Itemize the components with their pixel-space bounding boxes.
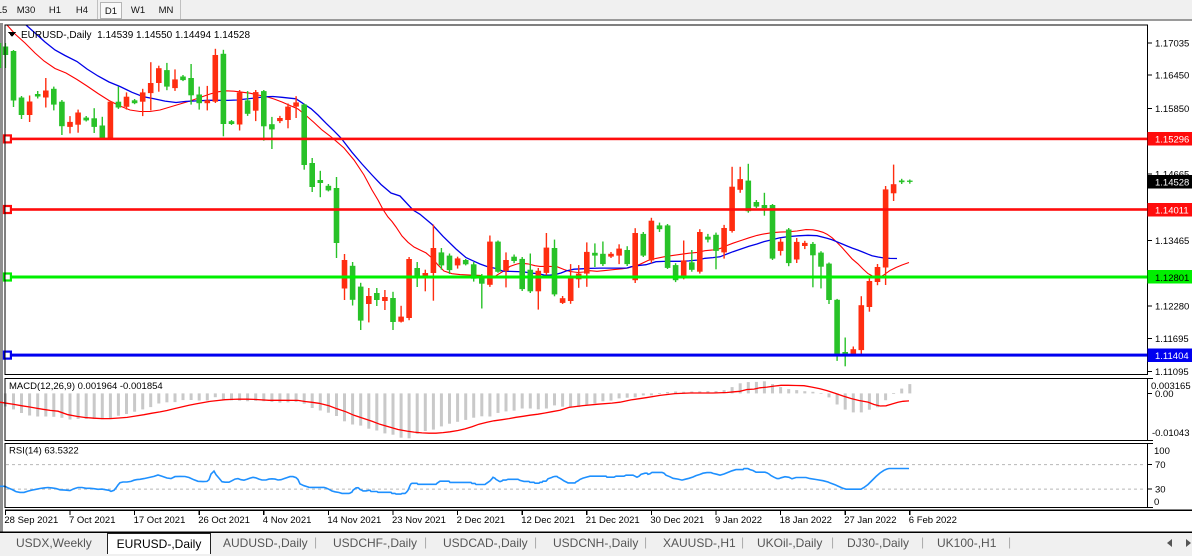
svg-text:18 Jan 2022: 18 Jan 2022 — [780, 515, 832, 526]
svg-text:1.11095: 1.11095 — [1155, 367, 1189, 378]
svg-text:9 Jan 2022: 9 Jan 2022 — [715, 515, 762, 526]
svg-text:0.00: 0.00 — [1155, 389, 1174, 400]
svg-text:0.003165: 0.003165 — [1151, 381, 1191, 392]
svg-text:12 Dec 2021: 12 Dec 2021 — [521, 515, 575, 526]
svg-text:RSI(14) 63.5322: RSI(14) 63.5322 — [9, 446, 79, 457]
svg-text:1.17035: 1.17035 — [1155, 38, 1189, 49]
svg-text:1.11695: 1.11695 — [1155, 334, 1189, 345]
svg-text:1.14011: 1.14011 — [1155, 205, 1189, 216]
svg-text:1.12280: 1.12280 — [1155, 301, 1189, 312]
svg-text:21 Dec 2021: 21 Dec 2021 — [586, 515, 640, 526]
svg-text:14 Nov 2021: 14 Nov 2021 — [327, 515, 381, 526]
svg-text:70: 70 — [1155, 460, 1166, 471]
svg-text:2 Dec 2021: 2 Dec 2021 — [457, 515, 506, 526]
svg-text:30 Dec 2021: 30 Dec 2021 — [650, 515, 704, 526]
svg-text:6 Feb 2022: 6 Feb 2022 — [909, 515, 957, 526]
svg-text:MACD(12,26,9) 0.001964 -0.0018: MACD(12,26,9) 0.001964 -0.001854 — [9, 381, 163, 392]
svg-text:27 Jan 2022: 27 Jan 2022 — [844, 515, 896, 526]
svg-text:0: 0 — [1154, 497, 1159, 508]
svg-text:4 Nov 2021: 4 Nov 2021 — [263, 515, 312, 526]
svg-text:1.16450: 1.16450 — [1155, 71, 1189, 82]
svg-text:1.11404: 1.11404 — [1155, 351, 1189, 362]
svg-text:17 Oct 2021: 17 Oct 2021 — [134, 515, 186, 526]
svg-text:1.13465: 1.13465 — [1155, 236, 1189, 247]
svg-text:7 Oct 2021: 7 Oct 2021 — [69, 515, 115, 526]
svg-text:30: 30 — [1155, 485, 1166, 496]
svg-text:1.12801: 1.12801 — [1155, 273, 1189, 284]
svg-text:-0.01043: -0.01043 — [1152, 428, 1190, 439]
svg-text:EURUSD-,Daily 1.14539 1.14550: EURUSD-,Daily 1.14539 1.14550 1.14494 1.… — [21, 30, 250, 41]
svg-text:23 Nov 2021: 23 Nov 2021 — [392, 515, 446, 526]
svg-text:28 Sep 2021: 28 Sep 2021 — [4, 515, 58, 526]
svg-text:1.14528: 1.14528 — [1155, 177, 1189, 188]
svg-text:1.15296: 1.15296 — [1155, 135, 1189, 146]
svg-text:100: 100 — [1154, 446, 1170, 457]
svg-text:1.15850: 1.15850 — [1155, 104, 1189, 115]
svg-text:26 Oct 2021: 26 Oct 2021 — [198, 515, 250, 526]
